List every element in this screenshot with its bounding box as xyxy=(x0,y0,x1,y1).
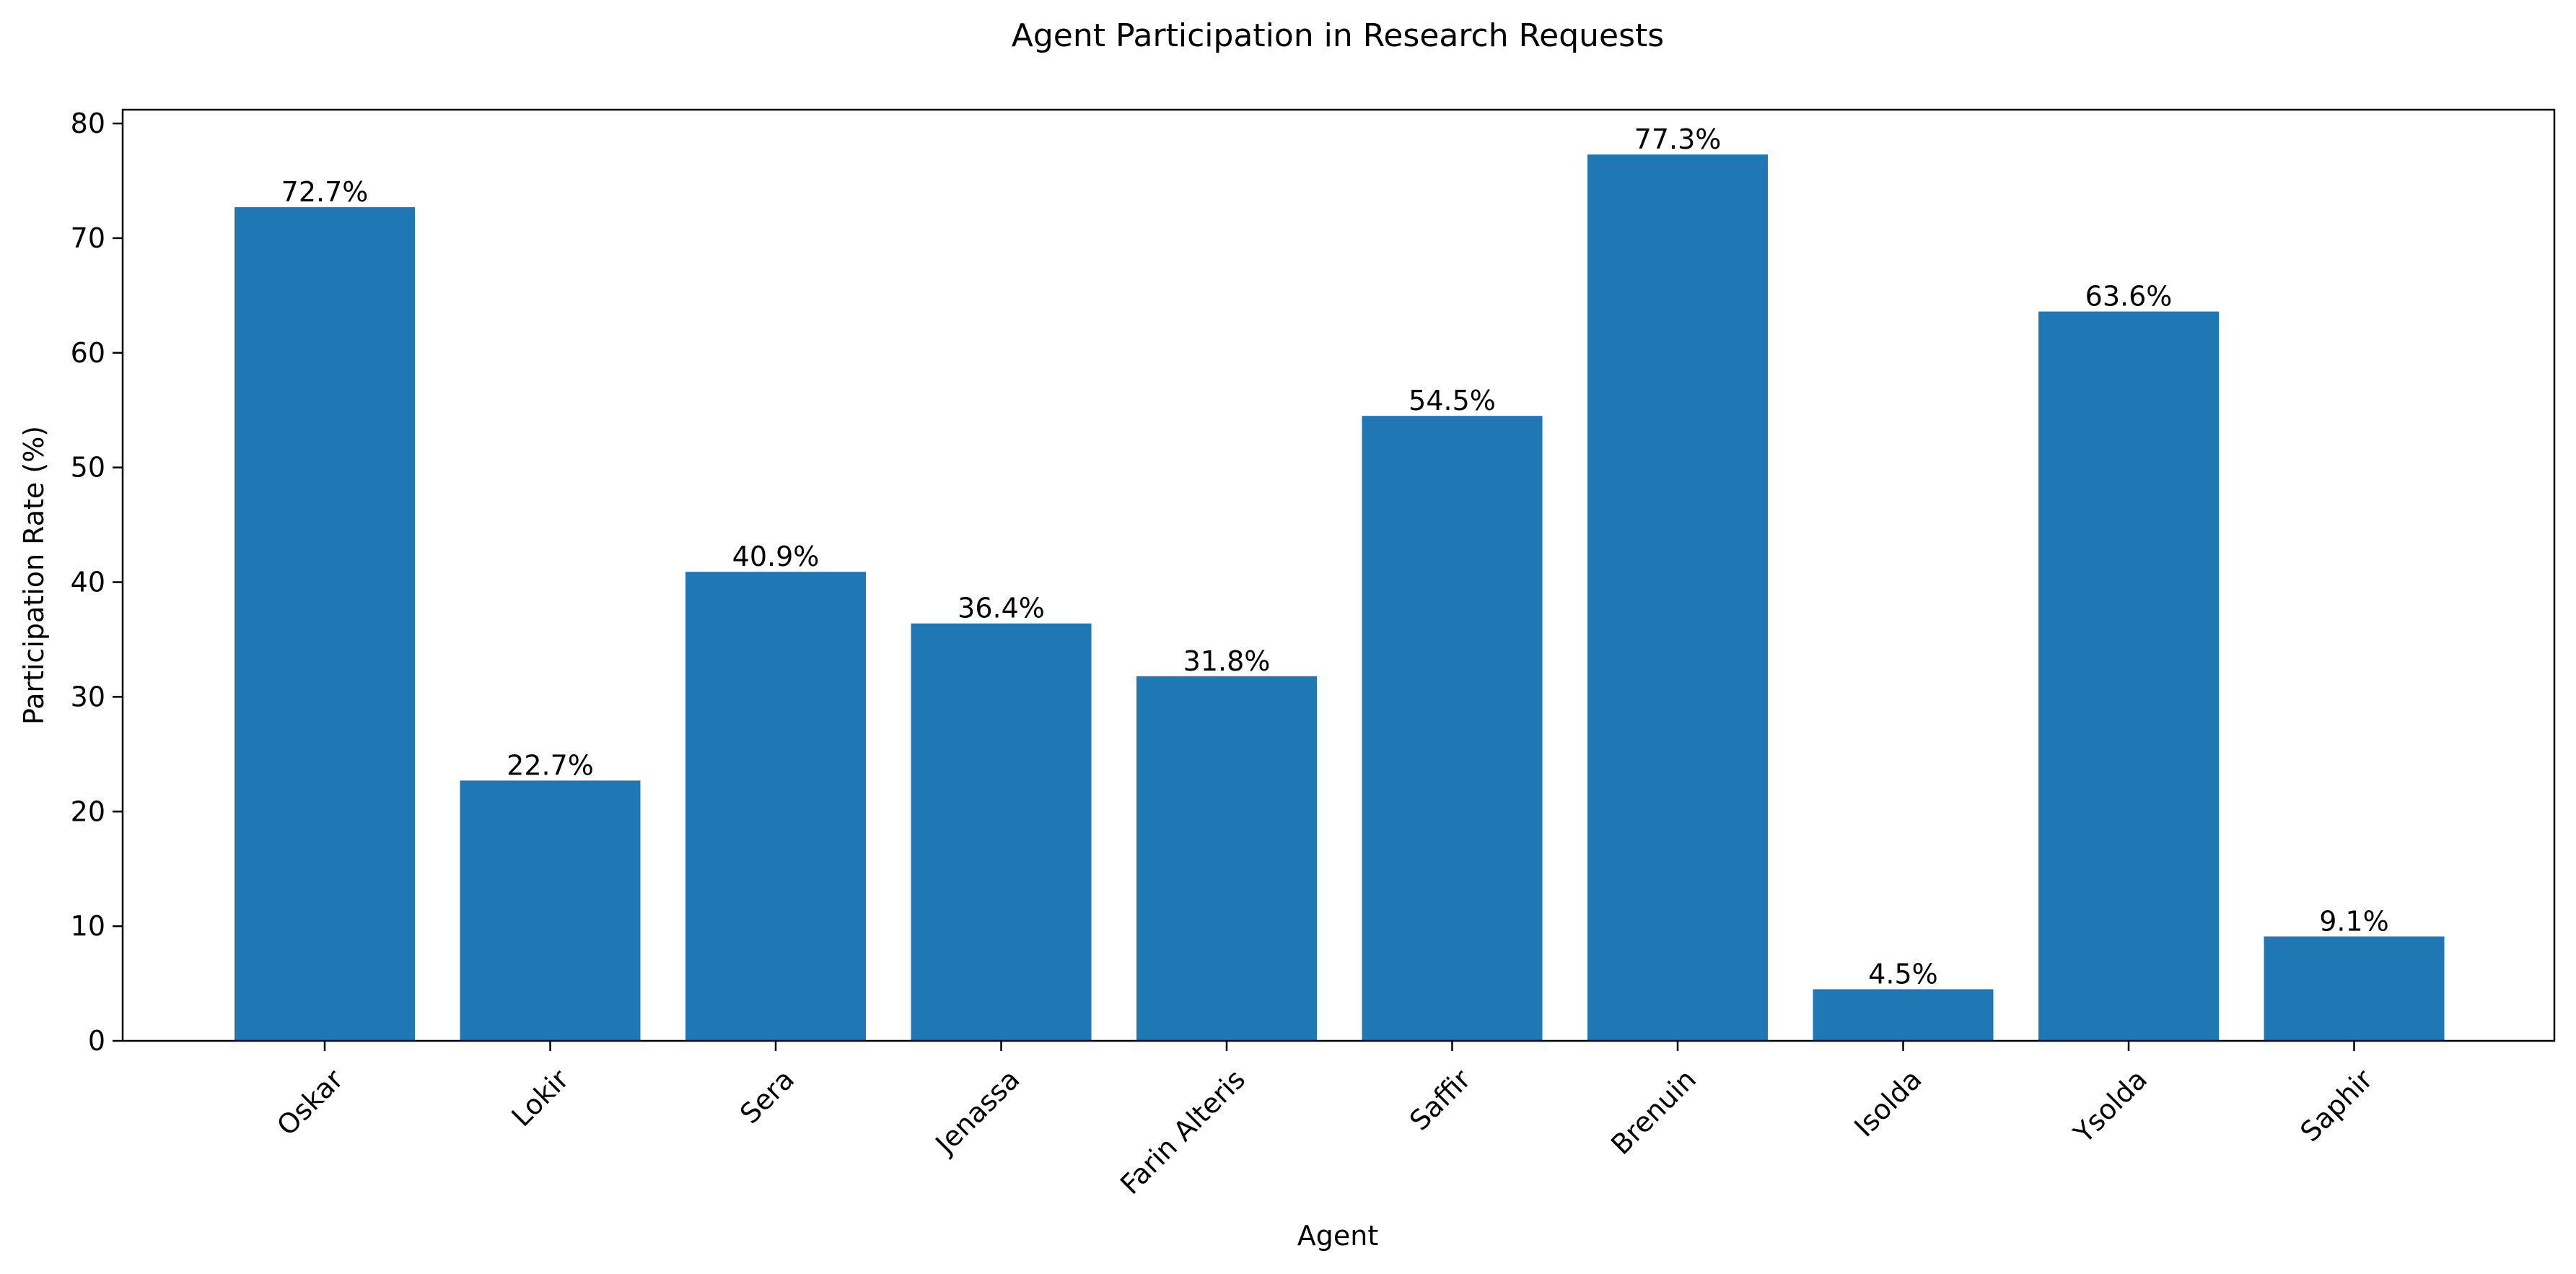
x-tick-label: Sera xyxy=(734,1063,800,1130)
x-tick-label: Brenuin xyxy=(1605,1063,1702,1161)
data-label: 72.7% xyxy=(281,176,369,208)
x-tick-label: Lokir xyxy=(506,1063,575,1133)
y-tick-label: 30 xyxy=(71,681,105,712)
data-label: 4.5% xyxy=(1868,959,1938,990)
x-tick-label: Ysolda xyxy=(2067,1063,2153,1150)
bar-lokir xyxy=(460,780,641,1041)
y-tick-label: 60 xyxy=(71,337,105,369)
data-label: 77.3% xyxy=(1634,123,1722,155)
data-labels-group: 72.7% 22.7% 40.9% 36.4% 31.8% 54.5% 77.3% 4.5% 6… xyxy=(281,123,2389,990)
y-tick-label: 80 xyxy=(71,108,105,139)
data-label: 31.8% xyxy=(1183,645,1271,677)
bar-saffir xyxy=(1362,416,1543,1041)
y-axis-label: Participation Rate (%) xyxy=(18,426,50,725)
data-label: 40.9% xyxy=(732,541,820,572)
y-tick-label: 20 xyxy=(71,795,105,827)
y-tick-label: 40 xyxy=(71,567,105,598)
bar-saphir xyxy=(2264,936,2445,1041)
x-axis-label: Agent xyxy=(1297,1220,1378,1252)
y-tick-label: 10 xyxy=(71,910,105,942)
data-label: 9.1% xyxy=(2319,905,2389,937)
bar-brenuin xyxy=(1587,154,1768,1041)
data-label: 22.7% xyxy=(507,749,594,781)
bar-sera xyxy=(685,572,866,1041)
x-tick-label: Farin Alteris xyxy=(1114,1063,1251,1200)
data-label: 54.5% xyxy=(1409,385,1496,416)
y-axis: 0 10 20 30 40 50 60 70 80 xyxy=(71,108,123,1057)
bar-oskar xyxy=(235,207,415,1041)
y-tick-label: 70 xyxy=(71,222,105,254)
x-axis: Oskar Lokir Sera Jenassa Farin Alteris Saffir… xyxy=(271,1041,2379,1200)
x-tick-label: Saffir xyxy=(1403,1063,1477,1137)
data-label: 63.6% xyxy=(2085,281,2173,313)
x-tick-label: Isolda xyxy=(1848,1063,1927,1143)
bar-ysolda xyxy=(2038,311,2219,1041)
x-tick-label: Saphir xyxy=(2294,1063,2379,1148)
bars-group xyxy=(235,154,2445,1041)
bar-jenassa xyxy=(911,623,1092,1041)
chart-title: Agent Participation in Research Requests xyxy=(1012,17,1664,54)
data-label: 36.4% xyxy=(958,593,1045,624)
bar-isolda xyxy=(1813,989,1994,1041)
x-tick-label: Jenassa xyxy=(929,1063,1026,1161)
plot-frame xyxy=(121,108,2556,1042)
x-tick-label: Oskar xyxy=(271,1063,349,1142)
y-tick-label: 50 xyxy=(71,452,105,484)
bar-farin-alteris xyxy=(1136,676,1317,1041)
y-tick-label: 0 xyxy=(88,1025,105,1057)
